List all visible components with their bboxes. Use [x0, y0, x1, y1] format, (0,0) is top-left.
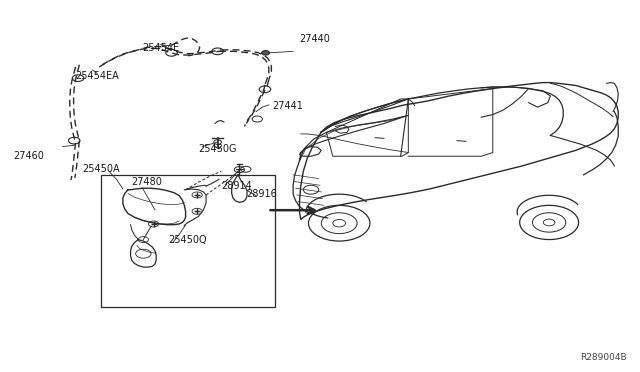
Text: 25454EA: 25454EA: [76, 71, 119, 81]
Text: 28916: 28916: [246, 189, 277, 199]
Text: R289004B: R289004B: [580, 353, 627, 362]
Circle shape: [543, 219, 555, 226]
Text: 25450G: 25450G: [198, 144, 237, 154]
Text: 27460: 27460: [13, 151, 44, 161]
Text: 25454E: 25454E: [142, 43, 179, 52]
Text: 27440: 27440: [300, 34, 330, 44]
Text: 25450Q: 25450Q: [168, 235, 207, 245]
Circle shape: [262, 51, 269, 55]
Text: 27480: 27480: [131, 177, 162, 187]
Circle shape: [333, 219, 346, 227]
Text: 25450A: 25450A: [82, 164, 120, 174]
Bar: [101, 175, 275, 307]
Text: 27441: 27441: [272, 101, 303, 111]
Text: 28914: 28914: [221, 181, 252, 191]
